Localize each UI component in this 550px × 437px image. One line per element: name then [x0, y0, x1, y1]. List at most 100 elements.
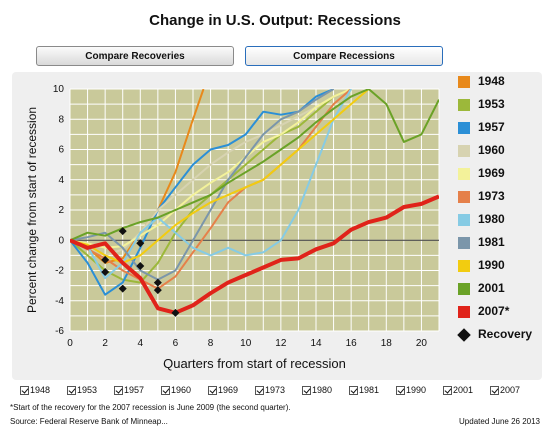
line-chart: 0 2 4 6 8 10 12 14 16 18 20 -6 -4 -2 0 2 4 6 8 10 Quarters f… — [25, 84, 440, 371]
checkbox-2001[interactable]: 2001 — [443, 384, 473, 397]
checkbox-label: 1990 — [406, 385, 427, 395]
check-icon — [67, 386, 76, 396]
legend-swatch — [458, 191, 470, 203]
legend-swatch — [458, 145, 470, 157]
recovery-point — [101, 255, 110, 264]
x-tick-label: 0 — [67, 338, 73, 349]
check-icon — [302, 386, 311, 396]
legend-label: 2001 — [478, 281, 505, 295]
legend-swatch — [458, 99, 470, 111]
recovery-point — [136, 239, 145, 248]
series-line-1960 — [70, 89, 352, 257]
series-line-1973 — [70, 89, 352, 290]
legend-label: 1981 — [478, 235, 505, 249]
checkbox-1953[interactable]: 1953 — [67, 384, 97, 397]
updated-text: Updated June 26 2013 — [459, 417, 540, 426]
source-text: Source: Federal Reserve Bank of Minneap.… — [10, 417, 168, 426]
checkbox-1980[interactable]: 1980 — [302, 384, 332, 397]
checkbox-1948[interactable]: 1948 — [20, 384, 50, 397]
legend-label: Recovery — [478, 327, 533, 341]
footnote: *Start of the recovery for the 2007 rece… — [10, 403, 291, 412]
legend-label: 1973 — [478, 189, 505, 203]
x-tick-label: 18 — [381, 338, 393, 349]
check-icon — [114, 386, 123, 396]
legend-item-2007[interactable]: 2007* — [458, 304, 548, 319]
x-axis-label: Quarters from start of recession — [163, 356, 346, 371]
legend-item-1957[interactable]: 1957 — [458, 120, 548, 135]
chart-title: Change in U.S. Output: Recessions — [149, 12, 401, 29]
x-tick-label: 4 — [138, 338, 144, 349]
legend-swatch — [458, 76, 470, 88]
checkbox-1969[interactable]: 1969 — [208, 384, 238, 397]
checkbox-label: 2007 — [500, 385, 521, 395]
checkbox-1960[interactable]: 1960 — [161, 384, 191, 397]
legend-label: 1969 — [478, 166, 505, 180]
checkbox-1957[interactable]: 1957 — [114, 384, 144, 397]
series-line-2001 — [70, 89, 439, 242]
legend-label: 1957 — [478, 120, 505, 134]
x-tick-label: 16 — [346, 338, 358, 349]
recovery-point — [153, 278, 162, 287]
series-line-1969 — [70, 89, 352, 249]
compare-recoveries-tab[interactable]: Compare Recoveries — [36, 46, 234, 66]
x-tick-label: 12 — [275, 338, 287, 349]
legend-item-2001[interactable]: 2001 — [458, 281, 548, 296]
checkbox-1990[interactable]: 1990 — [396, 384, 426, 397]
legend-label: 1990 — [478, 258, 505, 272]
legend-swatch — [458, 122, 470, 134]
legend-item-1973[interactable]: 1973 — [458, 189, 548, 204]
x-tick-label: 10 — [240, 338, 252, 349]
y-tick-label: 8 — [58, 114, 64, 125]
legend-label: 2007* — [478, 304, 510, 318]
y-tick-label: 2 — [58, 205, 64, 216]
legend-item-1981[interactable]: 1981 — [458, 235, 548, 250]
legend-swatch — [458, 283, 470, 295]
y-tick-label: -4 — [55, 296, 64, 307]
series-line-2007 — [70, 194, 439, 315]
y-tick-label: 10 — [53, 84, 65, 95]
check-icon — [396, 386, 405, 396]
x-tick-label: 2 — [102, 338, 108, 349]
legend-item-1990[interactable]: 1990 — [458, 258, 548, 273]
checkbox-1981[interactable]: 1981 — [349, 384, 379, 397]
legend-item-1953[interactable]: 1953 — [458, 97, 548, 112]
checkbox-1973[interactable]: 1973 — [255, 384, 285, 397]
recovery-point — [136, 261, 145, 270]
checkbox-label: 1948 — [30, 385, 51, 395]
legend-item-1980[interactable]: 1980 — [458, 212, 548, 227]
checkbox-label: 1973 — [265, 385, 286, 395]
legend-item-1969[interactable]: 1969 — [458, 166, 548, 181]
series-line-1980 — [70, 89, 352, 280]
series-checkboxes: 1948 1953 1957 1960 1969 1973 1980 1981 … — [20, 384, 540, 398]
legend-swatch — [458, 306, 470, 318]
checkbox-label: 1953 — [77, 385, 98, 395]
checkbox-label: 1980 — [312, 385, 333, 395]
y-tick-label: -2 — [55, 266, 64, 277]
check-icon — [255, 386, 264, 396]
y-tick-label: 4 — [58, 175, 64, 186]
legend-item-1948[interactable]: 1948 — [458, 74, 548, 89]
recovery-point — [101, 268, 110, 277]
checkbox-label: 1969 — [218, 385, 239, 395]
legend-item-1960[interactable]: 1960 — [458, 143, 548, 158]
check-icon — [443, 386, 452, 396]
legend-swatch — [458, 214, 470, 226]
recovery-point — [171, 308, 180, 317]
recovery-diamond-icon — [457, 328, 471, 342]
check-icon — [161, 386, 170, 396]
check-icon — [490, 386, 499, 396]
checkbox-label: 2001 — [453, 385, 474, 395]
y-tick-label: -6 — [55, 326, 64, 337]
y-axis-label: Percent change from start of recession — [25, 107, 39, 313]
legend-label: 1948 — [478, 74, 505, 88]
legend-label: 1953 — [478, 97, 505, 111]
check-icon — [349, 386, 358, 396]
legend-swatch — [458, 168, 470, 180]
x-tick-label: 6 — [173, 338, 179, 349]
series-line-1957 — [70, 89, 334, 296]
check-icon — [20, 386, 29, 396]
compare-recessions-tab[interactable]: Compare Recessions — [245, 46, 443, 66]
legend-swatch — [458, 260, 470, 272]
checkbox-label: 1981 — [359, 385, 380, 395]
checkbox-2007[interactable]: 2007 — [490, 384, 520, 397]
